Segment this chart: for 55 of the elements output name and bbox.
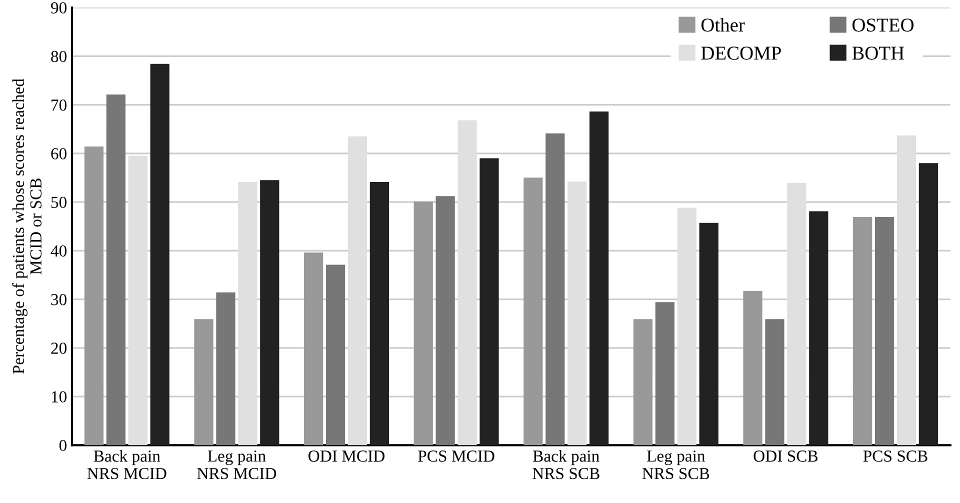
y-tick-label: 20 [51, 342, 67, 354]
bar [677, 208, 696, 446]
legend-label: BOTH [852, 46, 904, 60]
bar [304, 252, 324, 446]
bar [348, 136, 368, 446]
x-tick-label: Leg pain NRS SCB [642, 450, 710, 480]
x-tick-label: Back pain NRS SCB [532, 450, 600, 480]
y-tick-label: 10 [52, 391, 67, 402]
bar [106, 94, 126, 446]
x-tick-label: PCS MCID [418, 450, 494, 462]
bar [874, 217, 894, 446]
bar [216, 292, 236, 446]
bar [458, 120, 477, 446]
bar [128, 156, 148, 446]
bar [480, 158, 499, 446]
x-tick-label: ODI SCB [754, 450, 818, 462]
legend-label: DECOMP [701, 46, 781, 60]
legend-label: OSTEO [852, 18, 914, 32]
bar [699, 222, 718, 446]
bar [896, 135, 916, 446]
x-tick-label: Leg pain NRS MCID [197, 450, 276, 480]
bar [260, 180, 280, 446]
bar [84, 146, 104, 446]
bar [633, 319, 653, 446]
x-tick-label: PCS SCB [863, 450, 928, 462]
bar [743, 290, 762, 446]
y-tick-label: 70 [52, 99, 67, 111]
bar [238, 182, 258, 446]
bar [414, 201, 433, 446]
bar [370, 182, 389, 446]
bar [436, 196, 455, 446]
bar [809, 211, 828, 446]
bar [853, 217, 872, 446]
bar [765, 319, 784, 446]
y-tick-label: 80 [51, 50, 67, 62]
y-tick-label: 50 [51, 196, 67, 208]
y-tick-label: 40 [50, 245, 67, 257]
bar [150, 64, 170, 446]
bar [326, 264, 346, 446]
bar [918, 163, 938, 446]
bar [568, 182, 587, 446]
bar [524, 178, 543, 446]
y-tick-label: 90 [51, 2, 67, 14]
x-tick-label: Back pain NRS MCID [87, 450, 166, 480]
y-tick-label: 60 [51, 148, 67, 160]
y-axis-title: Percentage of patients whose scores reached MCID or SCB [12, 78, 42, 374]
bar [787, 183, 806, 446]
bar [655, 302, 674, 446]
bar [546, 133, 565, 446]
y-tick-label: 0 [59, 440, 67, 452]
bar [194, 319, 214, 446]
legend-label: Other [701, 18, 745, 32]
x-tick-label: ODI MCID [308, 450, 384, 462]
y-tick-label: 30 [51, 294, 67, 306]
bar [589, 112, 609, 446]
